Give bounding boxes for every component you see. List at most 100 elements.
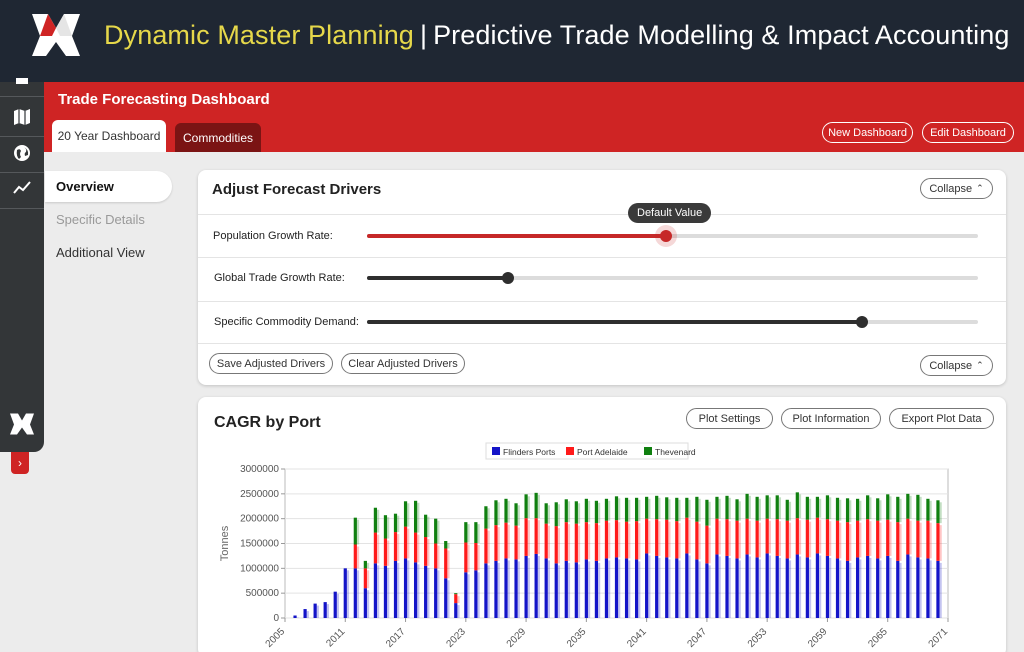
save-adjusted-drivers-button[interactable]: Save Adjusted Drivers xyxy=(209,353,333,374)
bar-shadow xyxy=(507,560,510,618)
bar-shadow xyxy=(608,560,611,618)
bar-shadow xyxy=(859,522,862,558)
bar-shadow xyxy=(527,496,530,519)
clear-adjusted-drivers-button[interactable]: Clear Adjusted Drivers xyxy=(341,353,465,374)
bar-segment xyxy=(735,558,739,618)
bar-segment xyxy=(534,492,538,519)
slider-thumb[interactable] xyxy=(501,272,514,284)
bar-shadow xyxy=(577,564,581,618)
collapse-label: Collapse xyxy=(929,182,973,195)
slider-thumb[interactable] xyxy=(855,316,868,328)
population-growth-slider[interactable] xyxy=(367,230,978,242)
bar-segment xyxy=(876,498,880,521)
bar-segment xyxy=(444,541,448,549)
dashboard-title: Trade Forecasting Dashboard xyxy=(58,91,270,108)
bar-segment xyxy=(926,558,930,618)
bar-segment xyxy=(444,548,448,579)
bar-segment xyxy=(323,602,327,618)
export-plot-data-button[interactable]: Export Plot Data xyxy=(889,408,994,429)
trend-icon[interactable] xyxy=(12,178,32,198)
bar-shadow xyxy=(477,545,480,571)
bar-segment xyxy=(886,494,890,520)
bar-segment xyxy=(373,532,378,564)
bar-segment xyxy=(936,560,940,618)
nav-additional-view[interactable]: Additional View xyxy=(56,245,145,260)
bar-shadow xyxy=(748,495,751,519)
bar-segment xyxy=(544,523,548,559)
bar-segment xyxy=(624,497,629,522)
bar-shadow xyxy=(567,562,571,618)
bar-segment xyxy=(745,518,749,555)
globe-icon[interactable] xyxy=(12,143,32,163)
bar-segment xyxy=(725,555,729,618)
bar-segment xyxy=(775,555,779,618)
bar-shadow xyxy=(547,525,550,559)
nav-overview[interactable]: Overview xyxy=(45,171,172,202)
plot-information-button[interactable]: Plot Information xyxy=(781,408,881,429)
bar-shadow xyxy=(768,555,771,618)
bar-shadow xyxy=(356,570,360,618)
bar-shadow xyxy=(678,499,681,522)
bar-shadow xyxy=(648,520,651,554)
collapse-bottom-button[interactable]: Collapse ⌃ xyxy=(920,355,993,376)
bar-segment xyxy=(604,498,609,521)
bar-segment xyxy=(815,517,820,554)
app-logo-icon[interactable] xyxy=(30,12,82,58)
nav-specific-details[interactable]: Specific Details xyxy=(56,212,145,227)
bar-shadow xyxy=(808,521,812,558)
bar-shadow xyxy=(547,505,550,524)
bar-segment xyxy=(454,593,458,595)
chevron-right-icon[interactable]: › xyxy=(11,452,29,474)
bar-shadow xyxy=(718,498,721,519)
bar-shadow xyxy=(678,560,681,618)
bar-segment xyxy=(866,519,870,556)
bar-shadow xyxy=(869,497,872,520)
global-trade-growth-slider[interactable] xyxy=(367,272,978,284)
bar-shadow xyxy=(306,611,309,618)
map-icon[interactable] xyxy=(12,107,32,127)
bar-segment xyxy=(715,518,719,555)
bar-shadow xyxy=(869,521,872,556)
bar-shadow xyxy=(497,502,500,526)
bar-segment xyxy=(393,560,398,618)
bar-segment xyxy=(765,518,769,554)
bar-shadow xyxy=(849,562,852,618)
bar-segment xyxy=(785,499,789,521)
new-dashboard-button[interactable]: New Dashboard xyxy=(822,122,913,143)
bar-segment xyxy=(383,538,388,566)
plot-settings-button[interactable]: Plot Settings xyxy=(686,408,773,429)
bar-shadow xyxy=(758,498,761,521)
divider xyxy=(198,214,1006,215)
bar-segment xyxy=(675,521,679,559)
collapse-label: Collapse xyxy=(929,359,973,372)
brand-name: Dynamic Master Planning xyxy=(104,20,414,50)
bar-shadow xyxy=(527,557,530,618)
bar-shadow xyxy=(346,570,350,618)
specific-commodity-demand-slider[interactable] xyxy=(367,316,978,328)
tab-20-year-dashboard[interactable]: 20 Year Dashboard xyxy=(52,120,166,152)
bar-segment xyxy=(554,563,558,618)
bar-segment xyxy=(333,591,337,618)
bar-shadow xyxy=(768,520,771,554)
bar-segment xyxy=(574,501,578,524)
bar-segment xyxy=(514,503,518,526)
bar-shadow xyxy=(366,590,370,618)
bar-segment xyxy=(735,499,739,521)
edit-dashboard-button[interactable]: Edit Dashboard xyxy=(922,122,1014,143)
x-tick-label: 2071 xyxy=(927,626,951,650)
collapse-top-button[interactable]: Collapse ⌃ xyxy=(920,178,993,199)
bar-segment xyxy=(715,554,719,618)
slider-thumb[interactable] xyxy=(660,230,673,242)
bar-shadow xyxy=(618,522,621,558)
x-tick-label: 2017 xyxy=(384,626,408,650)
x-tick-label: 2011 xyxy=(324,626,347,649)
bar-segment xyxy=(534,518,538,554)
bar-segment xyxy=(745,493,749,519)
default-value-tooltip: Default Value xyxy=(628,203,712,223)
bar-segment xyxy=(413,500,418,533)
divider xyxy=(198,301,1006,302)
bar-segment xyxy=(594,500,599,524)
bar-shadow xyxy=(517,505,520,526)
tab-commodities[interactable]: Commodities xyxy=(175,123,261,152)
document-icon[interactable] xyxy=(12,76,32,96)
